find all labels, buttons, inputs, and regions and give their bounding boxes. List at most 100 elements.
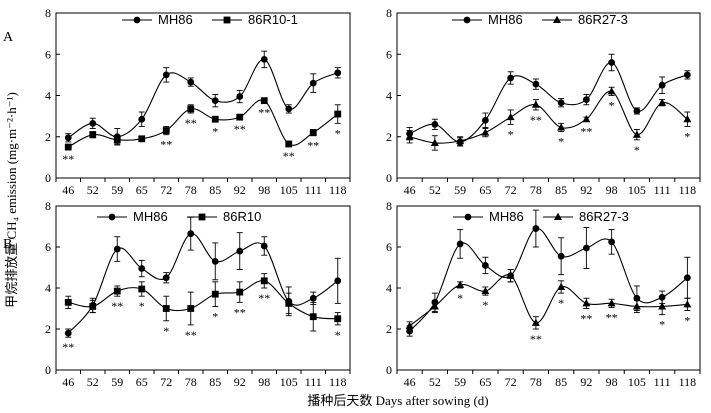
x-tick-label: 72	[505, 375, 517, 389]
significance-mark: **	[530, 332, 542, 346]
data-point	[309, 129, 317, 137]
y-tick-label: 8	[45, 199, 51, 213]
series-line-2	[409, 90, 688, 144]
series-line-2	[409, 274, 688, 327]
x-tick-label: 65	[479, 375, 491, 389]
legend-marker	[554, 212, 562, 220]
x-tick-label: 111	[654, 183, 671, 197]
x-tick-label: 72	[505, 183, 517, 197]
data-point	[309, 79, 317, 87]
data-point	[187, 230, 195, 238]
series-line-1	[67, 58, 338, 139]
data-point	[557, 99, 565, 107]
y-tick-label: 6	[386, 240, 392, 254]
significance-mark: **	[111, 299, 123, 313]
y-tick-label: 4	[386, 89, 392, 103]
data-point	[532, 225, 540, 232]
legend: MH86 86R10-1	[122, 12, 298, 27]
y-tick-label: 8	[45, 6, 51, 20]
significance-mark: *	[212, 124, 218, 138]
x-tick-label: 118	[329, 183, 347, 197]
y-tick-label: 4	[386, 281, 392, 295]
legend-marker	[108, 213, 116, 221]
data-point	[89, 131, 97, 139]
data-point	[309, 294, 317, 302]
plot-frame	[396, 205, 701, 371]
y-tick-label: 2	[386, 322, 392, 336]
legend-label: MH86	[158, 12, 193, 27]
x-tick-label: 98	[606, 375, 618, 389]
x-tick-label: 59	[454, 183, 466, 197]
significance-mark: **	[606, 310, 618, 324]
data-point	[632, 302, 641, 310]
data-point	[683, 115, 692, 123]
significance-mark: *	[139, 299, 145, 313]
data-point	[187, 305, 195, 312]
significance-mark: **	[283, 149, 295, 163]
data-point	[260, 56, 268, 63]
plot-frame	[55, 12, 351, 179]
significance-mark: **	[185, 328, 197, 342]
legend-label: MH86	[488, 12, 523, 27]
significance-mark: **	[234, 305, 246, 319]
x-tick-label: 52	[87, 183, 99, 197]
data-point	[430, 302, 439, 310]
data-point	[683, 300, 692, 308]
legend-marker	[133, 16, 141, 24]
data-point	[456, 240, 464, 248]
data-point	[507, 74, 515, 82]
x-tick-label: 65	[136, 183, 148, 197]
data-point	[582, 299, 591, 307]
x-tick-label: 59	[111, 183, 123, 197]
y-tick-label: 2	[45, 322, 51, 336]
x-tick-label: 92	[234, 375, 246, 389]
x-tick-label: 52	[87, 375, 99, 389]
legend-label: 86R10	[223, 209, 261, 224]
data-point	[334, 277, 342, 285]
data-point	[582, 96, 590, 104]
data-point	[431, 120, 439, 128]
x-tick-label: 59	[454, 375, 466, 389]
x-tick-label: 72	[160, 183, 172, 197]
data-point	[456, 136, 465, 144]
data-point	[211, 257, 219, 265]
x-tick-label: 105	[628, 375, 646, 389]
significance-mark: *	[659, 318, 665, 332]
significance-mark: *	[335, 126, 341, 140]
data-point	[481, 262, 489, 269]
y-tick-label: 6	[386, 47, 392, 61]
data-point	[236, 247, 244, 255]
data-point	[658, 98, 667, 106]
data-point	[607, 87, 616, 95]
data-point	[89, 303, 97, 310]
data-point	[658, 302, 667, 310]
series-line-2	[68, 280, 338, 320]
data-point	[236, 288, 244, 296]
data-point	[334, 69, 342, 77]
x-tick-label: 85	[209, 183, 221, 197]
x-tick-label: 111	[305, 183, 322, 197]
plot-frame	[396, 12, 701, 179]
data-point	[632, 130, 641, 138]
legend-label: MH86	[489, 209, 524, 224]
significance-mark: **	[234, 122, 246, 136]
data-point	[162, 274, 170, 282]
x-tick-label: 85	[555, 183, 567, 197]
significance-mark: **	[62, 340, 74, 354]
x-tick-label: 85	[209, 375, 221, 389]
data-point	[607, 299, 616, 307]
data-point	[582, 115, 591, 123]
data-point	[334, 110, 342, 118]
x-tick-label: 46	[62, 375, 74, 389]
significance-mark: *	[508, 127, 514, 141]
x-tick-label: 92	[234, 183, 246, 197]
legend: MH86 86R27-3	[453, 209, 629, 224]
data-point	[138, 265, 146, 272]
data-point	[557, 123, 566, 131]
data-point	[582, 244, 590, 252]
series-line-2	[67, 99, 339, 148]
x-tick-label: 92	[580, 183, 592, 197]
